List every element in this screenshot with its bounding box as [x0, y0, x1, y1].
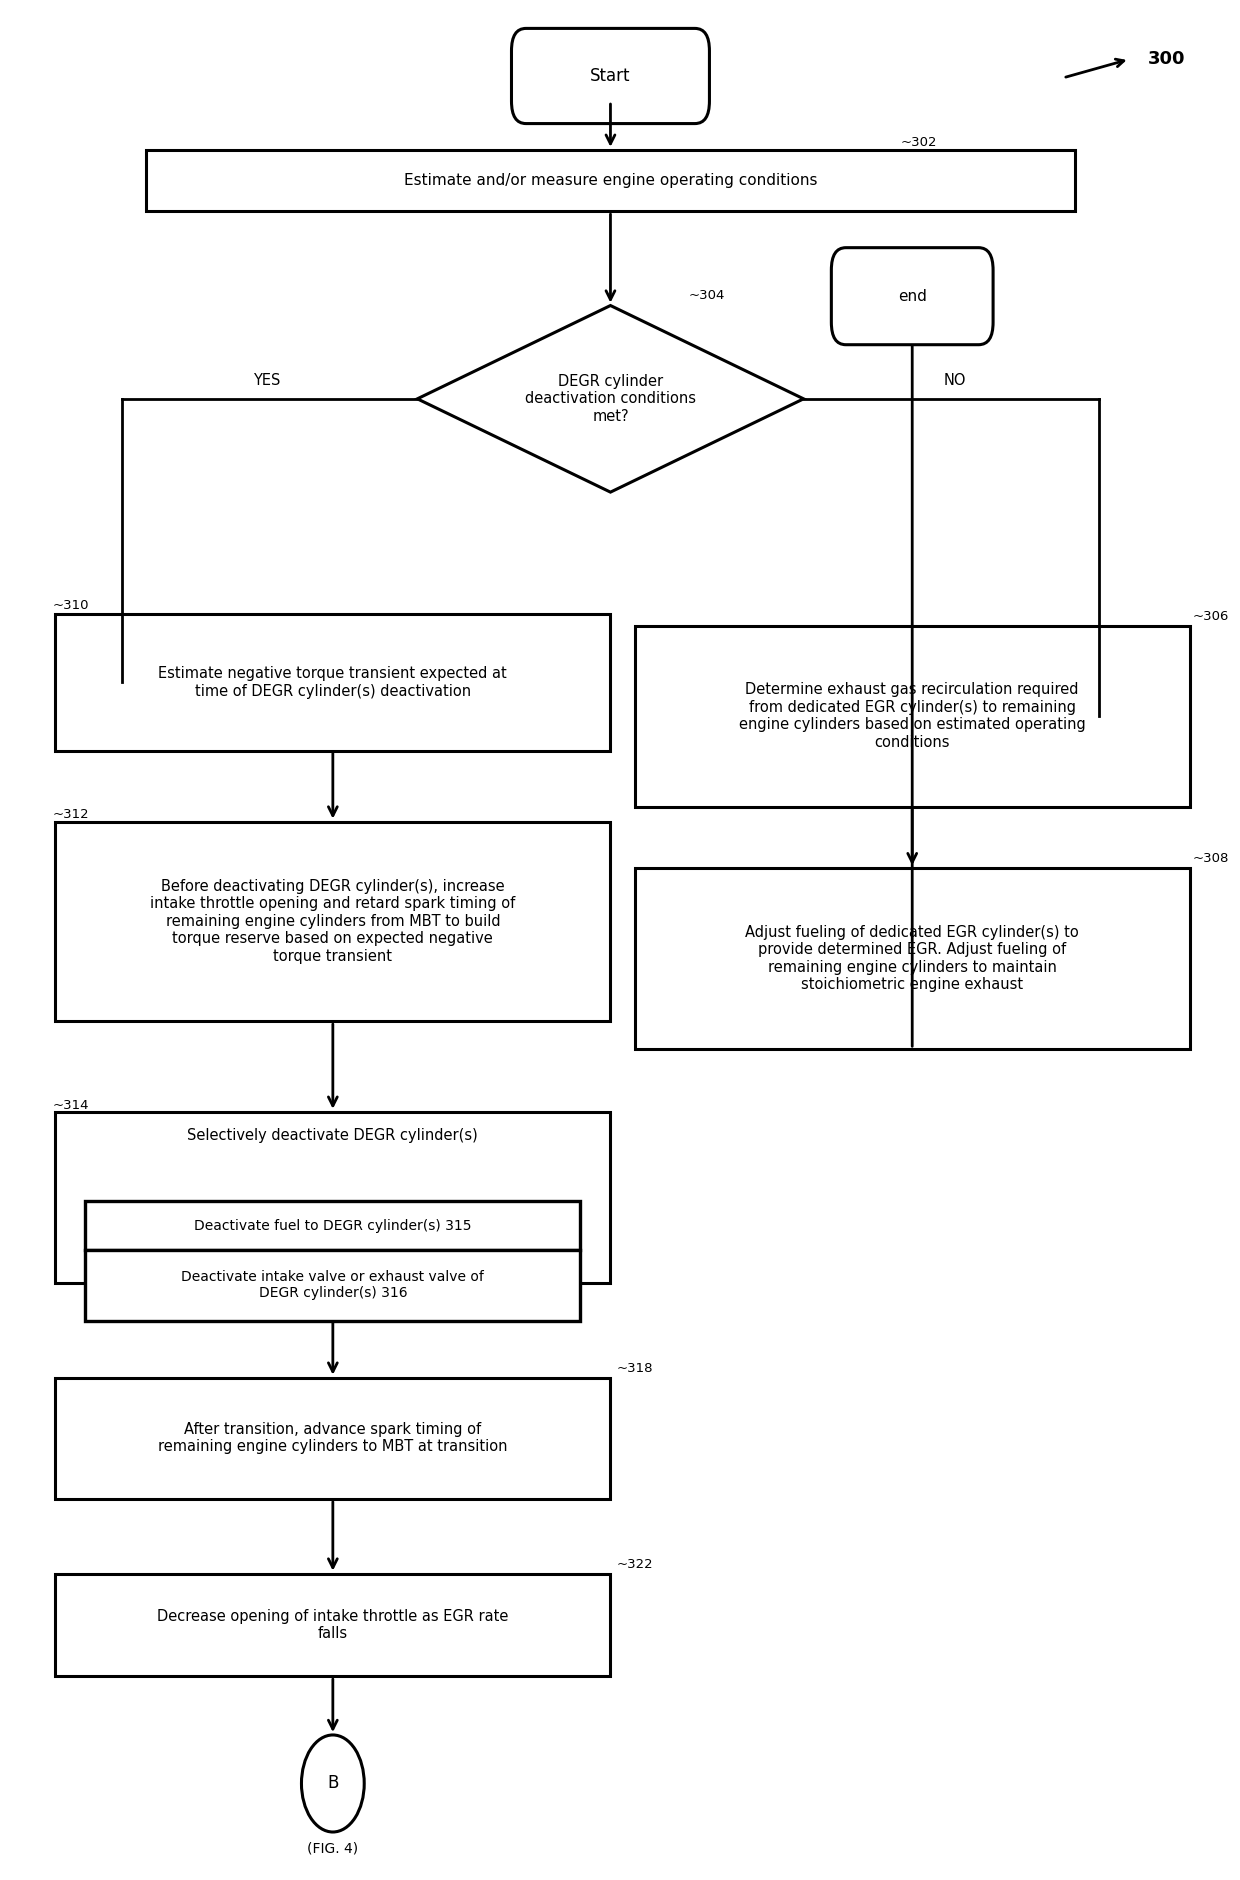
Text: DEGR cylinder
deactivation conditions
met?: DEGR cylinder deactivation conditions me…: [525, 374, 696, 423]
Bar: [146, 150, 1075, 211]
Text: Start: Start: [590, 68, 631, 85]
Text: NO: NO: [944, 372, 966, 387]
Text: (FIG. 4): (FIG. 4): [308, 1841, 358, 1856]
Bar: [56, 1574, 610, 1677]
Text: Estimate and/or measure engine operating conditions: Estimate and/or measure engine operating…: [404, 173, 817, 188]
Text: Deactivate fuel to DEGR cylinder(s) 315: Deactivate fuel to DEGR cylinder(s) 315: [195, 1218, 471, 1233]
Text: YES: YES: [253, 372, 280, 387]
Text: Determine exhaust gas recirculation required
from dedicated EGR cylinder(s) to r: Determine exhaust gas recirculation requ…: [739, 682, 1085, 750]
Bar: [86, 1250, 580, 1320]
Text: ~314: ~314: [53, 1098, 89, 1111]
Text: ~304: ~304: [689, 290, 725, 303]
Text: end: end: [898, 290, 926, 305]
Bar: [86, 1201, 580, 1250]
Text: Deactivate intake valve or exhaust valve of
DEGR cylinder(s) 316: Deactivate intake valve or exhaust valve…: [181, 1271, 485, 1301]
Text: Decrease opening of intake throttle as EGR rate
falls: Decrease opening of intake throttle as E…: [157, 1609, 508, 1641]
Text: Before deactivating DEGR cylinder(s), increase
intake throttle opening and retar: Before deactivating DEGR cylinder(s), in…: [150, 880, 516, 964]
Circle shape: [301, 1735, 365, 1831]
Text: ~310: ~310: [53, 598, 89, 611]
Bar: [56, 615, 610, 750]
Text: ~306: ~306: [1192, 609, 1229, 622]
Bar: [635, 626, 1190, 807]
Text: After transition, advance spark timing of
remaining engine cylinders to MBT at t: After transition, advance spark timing o…: [157, 1421, 507, 1455]
Bar: [56, 822, 610, 1021]
Text: ~308: ~308: [1192, 852, 1229, 865]
Text: 300: 300: [1147, 51, 1185, 68]
Text: ~312: ~312: [53, 808, 89, 820]
Text: Selectively deactivate DEGR cylinder(s): Selectively deactivate DEGR cylinder(s): [187, 1128, 479, 1143]
Bar: [56, 1378, 610, 1498]
Bar: [56, 1111, 610, 1284]
Text: ~318: ~318: [616, 1361, 653, 1374]
Text: Adjust fueling of dedicated EGR cylinder(s) to
provide determined EGR. Adjust fu: Adjust fueling of dedicated EGR cylinder…: [745, 925, 1079, 993]
Text: Estimate negative torque transient expected at
time of DEGR cylinder(s) deactiva: Estimate negative torque transient expec…: [159, 666, 507, 699]
FancyBboxPatch shape: [511, 28, 709, 124]
FancyBboxPatch shape: [831, 248, 993, 344]
Text: ~302: ~302: [900, 135, 936, 149]
Polygon shape: [418, 306, 804, 493]
Text: ~322: ~322: [616, 1559, 653, 1572]
Text: B: B: [327, 1775, 339, 1792]
Bar: [635, 869, 1190, 1049]
